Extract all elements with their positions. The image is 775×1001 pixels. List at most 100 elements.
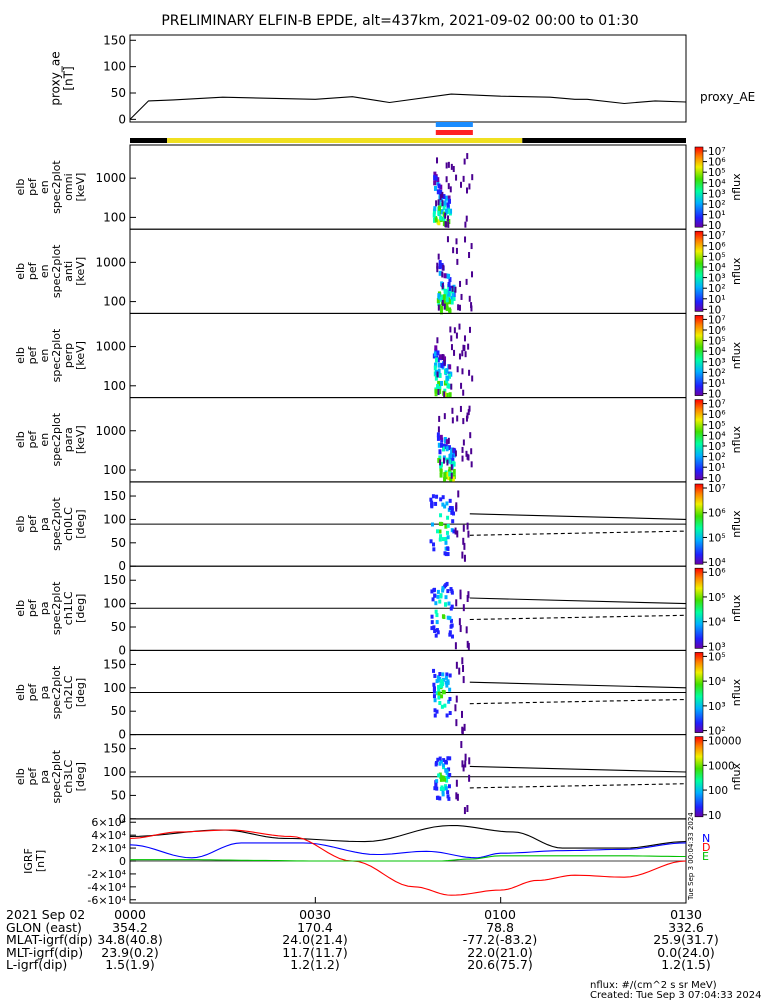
energy-pixel-sparse — [459, 405, 462, 412]
energy-panel-3-colorbar — [694, 399, 704, 481]
pitch-pixel — [430, 626, 434, 631]
pitch-pixel — [434, 784, 438, 789]
energy-pixel-sparse — [441, 283, 444, 290]
energy-pixel-sparse — [451, 417, 454, 424]
energy-pixel — [442, 221, 446, 227]
pitch-pixel — [432, 687, 436, 692]
pitch-panel-3-ylabel-line: pa — [38, 770, 51, 784]
energy-pixel — [433, 171, 437, 177]
energy-pixel-sparse — [441, 200, 444, 207]
igrf-ylabel-line: [nT] — [34, 850, 47, 872]
energy-pixel-sparse — [458, 304, 461, 311]
energy-pixel-sparse — [465, 278, 468, 285]
pitch-pixel — [444, 759, 448, 764]
pitch-pixel — [438, 701, 442, 706]
energy-pixel-sparse — [441, 271, 444, 278]
energy-pixel — [437, 457, 441, 463]
pitch-pixel — [441, 790, 445, 795]
energy-panel-3-colorbar-tick-label: 10⁴ — [708, 430, 726, 442]
energy-pixel — [437, 380, 441, 386]
figure-title: PRELIMINARY ELFIN-B EPDE, alt=437km, 202… — [161, 13, 638, 29]
energy-pixel — [433, 180, 437, 186]
pitch-panel-1-ylabel-line: elb — [14, 600, 27, 617]
energy-pixel-sparse — [462, 439, 465, 446]
energy-pixel-sparse — [456, 366, 459, 373]
pitch-pixel — [447, 767, 451, 772]
pitch-pixel — [446, 679, 450, 684]
energy-panel-1-frame — [129, 228, 687, 314]
pitch-panel-2-colorbar — [694, 652, 704, 733]
pitch-pixel — [435, 494, 439, 499]
energy-pixel — [433, 206, 437, 212]
pitch-panel-2-colorbar-tick-label: 10⁴ — [708, 676, 726, 688]
energy-panel-0-colorbar-tick-label: 10⁵ — [708, 167, 726, 179]
energy-panel-2-colorbar-tick-label: 10⁶ — [708, 325, 726, 337]
energy-panel-ytick-label: 100 — [103, 463, 126, 477]
energy-panel-2-ylabel-line: elb — [14, 347, 27, 364]
energy-pixel-sparse — [436, 157, 439, 164]
energy-pixel — [442, 446, 446, 452]
pitch-panel-2-ylabel-line: [deg] — [74, 678, 87, 707]
energy-pixel — [452, 452, 456, 458]
pitch-pixel-sparse — [461, 657, 464, 665]
energy-pixel — [434, 348, 438, 354]
energy-pixel-sparse — [445, 221, 448, 228]
pitch-pixel-sparse — [461, 760, 464, 768]
energy-pixel — [445, 446, 449, 452]
energy-pixel-sparse — [444, 212, 447, 219]
proxy-ae-line — [129, 93, 687, 120]
footer-row-value: 24.0(21.4) — [282, 932, 348, 947]
pitch-pixel — [450, 590, 454, 595]
pitch-pixel-sparse — [468, 774, 471, 782]
pitch-panel-2-ylabel-line: pa — [38, 686, 51, 700]
energy-pixel-sparse — [462, 175, 465, 182]
energy-pixel — [444, 471, 448, 477]
energy-panel-1-spectrogram — [436, 236, 474, 315]
igrf-series-E — [130, 855, 686, 862]
pitch-pixel — [448, 632, 452, 637]
pitch-pixel — [434, 609, 438, 614]
pitch-pixel — [432, 542, 436, 547]
energy-panel-3-ylabel-line: pef — [26, 430, 39, 449]
energy-pixel — [447, 299, 451, 305]
energy-panel-ytick-label: 100 — [103, 295, 126, 309]
energy-pixel-sparse — [451, 407, 454, 414]
pitch-pixel — [435, 679, 439, 684]
energy-panel-0-ylabel-line: en — [38, 180, 51, 194]
pitch-pixel — [448, 630, 452, 635]
energy-panel-2-spectrogram — [432, 323, 474, 398]
energy-pixel — [433, 217, 437, 223]
pitch-panel-3-colorbar-label: nflux — [730, 763, 743, 791]
energy-pixel — [449, 453, 453, 459]
energy-pixel-sparse — [463, 345, 466, 352]
pitch-panel-loss-cone-dashed — [469, 698, 687, 705]
pitch-panel-3-colorbar-tick-label: 10000 — [708, 736, 741, 748]
pitch-panel-3-colorbar-tick-label: 10 — [708, 810, 721, 822]
pitch-panel-ytick-label: 50 — [111, 704, 126, 718]
pitch-panel-ytick-label: 0 — [118, 728, 126, 742]
energy-pixel — [437, 220, 441, 226]
pitch-panel-0-spectrogram — [429, 490, 470, 562]
energy-pixel-sparse — [456, 415, 459, 422]
energy-pixel — [451, 457, 455, 463]
energy-pixel — [442, 194, 446, 200]
pitch-pixel — [437, 684, 441, 689]
proxy-ae-ylabel-line: proxy_ae — [49, 51, 63, 105]
energy-pixel-sparse — [467, 343, 470, 350]
energy-pixel-sparse — [452, 165, 455, 172]
energy-pixel-sparse — [447, 221, 450, 228]
pitch-panel-0-ylabel-line: [deg] — [74, 509, 87, 538]
energy-pixel — [439, 189, 443, 195]
energy-pixel-sparse — [449, 326, 452, 333]
energy-pixel — [447, 383, 451, 389]
energy-panel-0-colorbar-tick-label: 10⁶ — [708, 157, 726, 169]
energy-panel-0-frame — [129, 144, 687, 230]
energy-pixel — [438, 264, 442, 270]
energy-pixel — [453, 448, 457, 454]
pitch-pixel-sparse — [460, 741, 463, 749]
energy-pixel-sparse — [464, 236, 467, 243]
pitch-panel-ytick-label: 100 — [103, 512, 126, 526]
pitch-pixel — [452, 529, 456, 534]
pitch-panel-0-ylabel-line: pef — [26, 514, 39, 533]
energy-pixel-sparse — [453, 349, 456, 356]
